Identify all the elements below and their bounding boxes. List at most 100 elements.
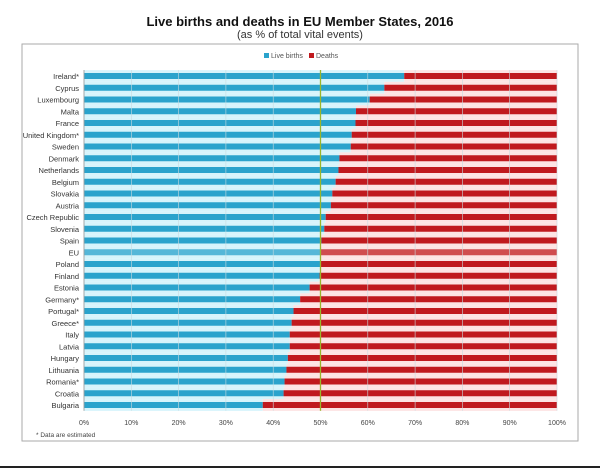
bar-deaths [321,237,557,244]
bar-live-births [84,84,385,91]
bar-deaths [384,84,557,91]
category-label: Poland [56,260,79,269]
bar-deaths [350,143,557,150]
category-label: Italy [65,331,79,340]
bar-live-births [84,120,356,126]
bar-deaths [338,167,557,173]
bottom-divider [0,466,600,468]
category-label: Estonia [54,284,80,293]
bar-deaths [262,402,557,408]
bar-deaths [324,225,557,232]
bar-deaths [286,366,557,373]
x-tick-label: 60% [361,420,375,427]
x-tick-label: 70% [408,420,422,427]
bar-live-births [84,261,321,267]
bar-deaths [289,343,557,350]
x-tick-label: 20% [172,420,186,427]
category-label: Croatia [55,389,80,398]
bar-live-births [84,331,290,338]
category-label: Latvia [59,342,80,351]
bar-live-births [84,308,294,314]
category-label: Germany* [45,295,79,304]
bar-live-births [84,284,310,291]
category-label: Bulgaria [51,401,79,410]
category-label: Malta [61,107,80,116]
bar-deaths [320,249,557,256]
bar-live-births [84,143,351,150]
x-tick-label: 100% [548,420,566,427]
bar-live-births [84,378,285,385]
bar-live-births [84,237,322,244]
category-label: Slovenia [50,225,80,234]
bar-deaths [351,131,557,138]
bar-live-births [84,155,340,162]
bar-deaths [355,120,557,126]
category-label: Denmark [49,154,80,163]
legend-swatch-deaths [309,53,314,58]
bar-live-births [84,343,290,350]
bar-live-births [84,131,352,138]
bar-live-births [84,249,321,256]
footnote: * Data are estimated [36,432,96,439]
bar-live-births [84,108,356,115]
bar-live-births [84,178,336,185]
bar-deaths [339,155,557,162]
category-label: Lithuania [49,366,80,375]
bar-live-births [84,366,287,373]
bar-deaths [287,355,557,361]
category-label: Luxembourg [37,96,79,105]
x-tick-label: 0% [79,420,89,427]
category-label: Czech Republic [26,213,79,222]
category-label: Spain [60,237,79,246]
bar-live-births [84,214,326,220]
x-tick-label: 90% [503,420,517,427]
legend-label-live-births: Live births [271,53,303,60]
x-tick-label: 30% [219,420,233,427]
bar-deaths [404,73,557,79]
bar-deaths [319,272,557,279]
bar-live-births [84,355,288,361]
chart-title: Live births and deaths in EU Member Stat… [146,14,454,29]
legend-swatch-live-births [264,53,269,58]
bar-live-births [84,73,405,79]
bar-deaths [293,308,557,314]
bar-live-births [84,96,370,103]
category-label: France [56,119,79,128]
bar-live-births [84,296,301,303]
legend-label-deaths: Deaths [316,53,339,60]
bar-live-births [84,390,284,397]
bar-deaths [332,190,557,197]
bar-live-births [84,272,320,279]
category-label: Slovakia [51,190,80,199]
bar-deaths [369,96,557,103]
category-label: Netherlands [39,166,80,175]
chart-frame [21,43,579,442]
bar-deaths [325,214,557,220]
bar-live-births [84,167,339,173]
category-label: United Kingdom* [23,131,79,140]
bar-deaths [291,319,557,326]
category-label: Finland [54,272,79,281]
bar-deaths [309,284,557,291]
category-label: Belgium [52,178,79,187]
category-label: Cyprus [55,84,79,93]
bar-live-births [84,319,292,326]
x-tick-label: 50% [313,420,327,427]
bar-deaths [283,390,557,397]
bar-deaths [330,202,557,209]
category-label: Austria [56,201,80,210]
category-label: EU [69,248,79,257]
bar-deaths [355,108,557,115]
bar-deaths [284,378,557,385]
x-tick-label: 40% [266,420,280,427]
bar-live-births [84,190,333,197]
category-label: Greece* [51,319,79,328]
category-label: Sweden [52,143,79,152]
x-tick-label: 10% [124,420,138,427]
category-label: Romania* [46,378,79,387]
category-label: Hungary [51,354,80,363]
bar-live-births [84,402,263,408]
bar-deaths [320,261,557,267]
